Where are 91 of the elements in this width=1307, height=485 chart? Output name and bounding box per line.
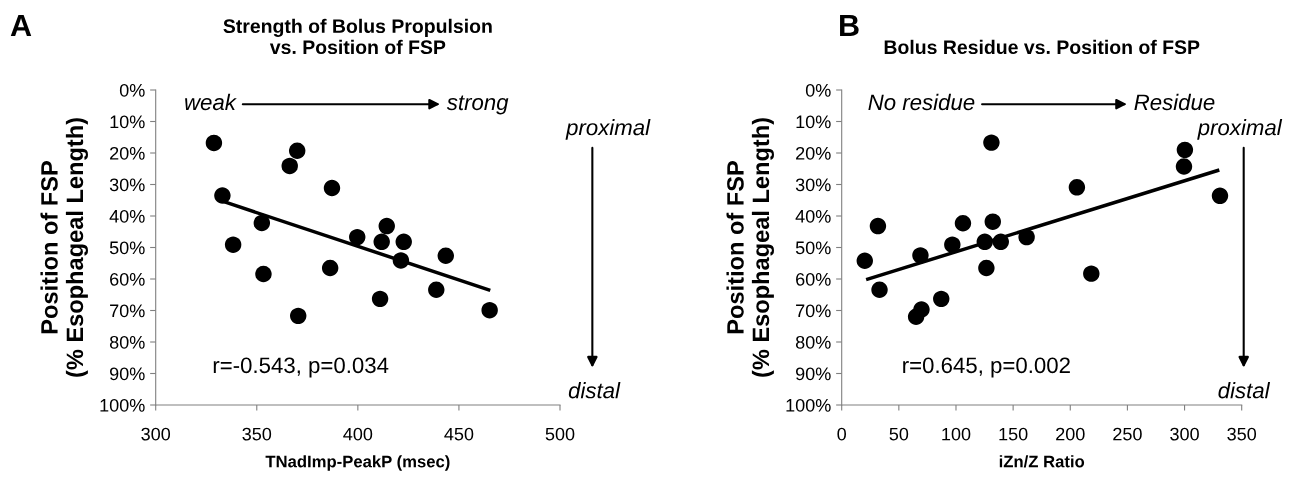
point — [984, 213, 1001, 230]
y-tick-label: 10% — [796, 115, 831, 129]
x-tick-label: 200 — [1056, 427, 1085, 441]
point — [976, 233, 993, 251]
point — [395, 233, 412, 251]
y-tick-label: 70% — [110, 304, 145, 318]
point — [1083, 265, 1100, 282]
y-tick-label: 30% — [109, 178, 145, 192]
annotation: distal — [1218, 382, 1271, 399]
point — [392, 252, 410, 269]
point — [253, 214, 271, 232]
text: B — [840, 14, 859, 36]
x-tick-label: 450 — [444, 427, 474, 441]
point — [1176, 141, 1194, 159]
point — [983, 134, 1000, 151]
y-tick-label: 90% — [795, 367, 831, 381]
point — [992, 233, 1009, 251]
point — [481, 301, 498, 319]
text: A — [10, 14, 32, 36]
x-axis-title: iZn/Z Ratio — [999, 455, 1085, 468]
point — [205, 134, 223, 152]
annotation: r=-0.543, p=0.034 — [213, 357, 389, 378]
annotation: r=0.645, p=0.002 — [903, 357, 1070, 378]
x-tick-label: 300 — [141, 427, 171, 441]
point — [378, 217, 395, 235]
x-tick-label: 0 — [837, 427, 847, 441]
annotation: proximal — [1197, 119, 1283, 140]
point — [371, 290, 389, 308]
point — [954, 215, 972, 232]
x-tick-label: 500 — [545, 427, 575, 441]
point — [933, 290, 950, 308]
annotation: Residue — [1134, 93, 1215, 111]
annotation: strong — [446, 95, 509, 115]
x-tick-label: 50 — [889, 427, 909, 441]
point — [349, 228, 366, 246]
y-tick-label: 80% — [795, 335, 831, 349]
y-tick-label: 20% — [110, 146, 145, 160]
point — [978, 259, 995, 277]
point — [1175, 158, 1193, 175]
point — [428, 281, 445, 298]
y-tick-label: 100% — [100, 398, 145, 412]
point — [214, 187, 231, 204]
point — [912, 247, 929, 264]
point — [321, 259, 339, 277]
point — [856, 252, 873, 269]
y-tick-label: 50% — [795, 241, 831, 255]
x-tick-label: 150 — [999, 427, 1028, 441]
text: distal — [568, 382, 621, 399]
point — [871, 281, 888, 298]
y-tick-label: 10% — [110, 115, 145, 129]
point — [255, 265, 272, 283]
text: proximal — [565, 119, 651, 140]
y-tick-label: 90% — [109, 367, 145, 381]
y-tick-label: 60% — [796, 272, 831, 286]
x-tick-label: 100 — [942, 427, 971, 441]
y-tick-label: 50% — [109, 241, 145, 255]
y-tick-label: 70% — [796, 304, 831, 318]
point — [288, 142, 306, 160]
x-axis-title: TNadImp-PeakP (msec) — [265, 455, 450, 471]
y-tick-label: 20% — [796, 146, 831, 160]
chart-title: Strength of Bolus Propulsion vs. Position of FSP — [223, 18, 492, 55]
x-tick-label: 350 — [242, 427, 272, 441]
point — [373, 233, 390, 251]
point — [323, 179, 341, 197]
point — [437, 247, 454, 264]
x-tick-label: 250 — [1113, 427, 1142, 441]
point — [869, 217, 887, 235]
y-tick-label: 30% — [795, 178, 831, 192]
annotation: No residue — [868, 93, 975, 111]
x-tick-label: 300 — [1170, 427, 1199, 441]
annotation: weak — [185, 93, 237, 111]
point — [1211, 187, 1229, 205]
point — [281, 157, 298, 175]
y-tick-label: 60% — [110, 272, 145, 286]
point — [290, 307, 307, 325]
y-tick-label: 100% — [786, 398, 831, 412]
y-tick-label: 40% — [795, 209, 831, 223]
y-axis-title: Position of FSP (% Esophageal Length) — [40, 118, 88, 377]
point — [907, 308, 925, 326]
point — [1018, 228, 1035, 246]
x-tick-label: 400 — [343, 427, 373, 441]
chart-title: Bolus Residue vs. Position of FSP — [884, 39, 1200, 55]
point — [944, 236, 961, 253]
point — [224, 236, 242, 253]
y-axis-title: Position of FSP (% Esophageal Length) — [726, 118, 774, 377]
y-tick-label: 0% — [805, 83, 831, 97]
y-tick-label: 80% — [109, 335, 145, 349]
point — [1068, 179, 1086, 196]
y-tick-label: 40% — [109, 209, 145, 223]
x-tick-label: 350 — [1227, 427, 1257, 441]
y-tick-label: 0% — [119, 83, 145, 97]
